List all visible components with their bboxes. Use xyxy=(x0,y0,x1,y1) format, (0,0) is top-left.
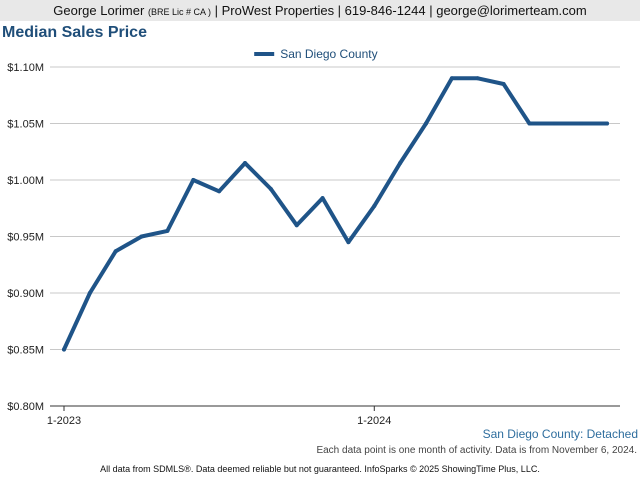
data-point xyxy=(372,203,377,208)
y-tick-label: $1.00M xyxy=(7,175,44,187)
data-point xyxy=(243,161,247,166)
data-point xyxy=(139,234,144,239)
data-point xyxy=(217,189,222,194)
y-tick-label: $0.90M xyxy=(7,288,44,300)
agent-header-bar: George Lorimer (BRE Lic # CA ) | ProWest… xyxy=(0,0,640,21)
data-point xyxy=(398,161,403,166)
y-tick-label: $0.95M xyxy=(7,232,44,244)
disclaimer: All data from SDMLS®. Data deemed reliab… xyxy=(100,464,540,474)
y-tick-label: $0.80M xyxy=(7,401,44,413)
data-point xyxy=(449,76,454,81)
data-point xyxy=(62,347,66,352)
data-point xyxy=(165,228,170,233)
agent-name: George Lorimer xyxy=(53,3,145,18)
data-point xyxy=(579,121,584,126)
data-point xyxy=(475,76,480,81)
x-tick-label: 1-2023 xyxy=(47,415,81,427)
data-point xyxy=(87,291,92,295)
y-tick-label: $0.85M xyxy=(7,345,44,357)
data-point xyxy=(320,196,325,201)
data-point xyxy=(553,121,558,126)
data-point xyxy=(191,178,196,182)
data-point xyxy=(268,187,273,192)
x-tick-label: 1-2024 xyxy=(357,415,391,427)
legend-label: San Diego County xyxy=(280,47,377,61)
data-point xyxy=(501,81,506,86)
series-caption: San Diego County: Detached xyxy=(482,427,638,441)
data-point xyxy=(424,121,428,126)
y-tick-label: $1.10M xyxy=(7,62,44,74)
data-point xyxy=(346,240,351,245)
series-line xyxy=(62,76,609,352)
data-point xyxy=(294,223,299,228)
chart-title: Median Sales Price xyxy=(2,24,147,41)
data-note: Each data point is one month of activity… xyxy=(316,445,637,456)
data-point xyxy=(527,121,532,126)
data-point xyxy=(605,121,609,126)
agent-contact: | ProWest Properties | 619-846-1244 | ge… xyxy=(214,3,587,18)
license-text: (BRE Lic # CA ) xyxy=(147,7,211,17)
y-tick-label: $1.05M xyxy=(7,119,44,131)
data-point xyxy=(113,249,118,254)
